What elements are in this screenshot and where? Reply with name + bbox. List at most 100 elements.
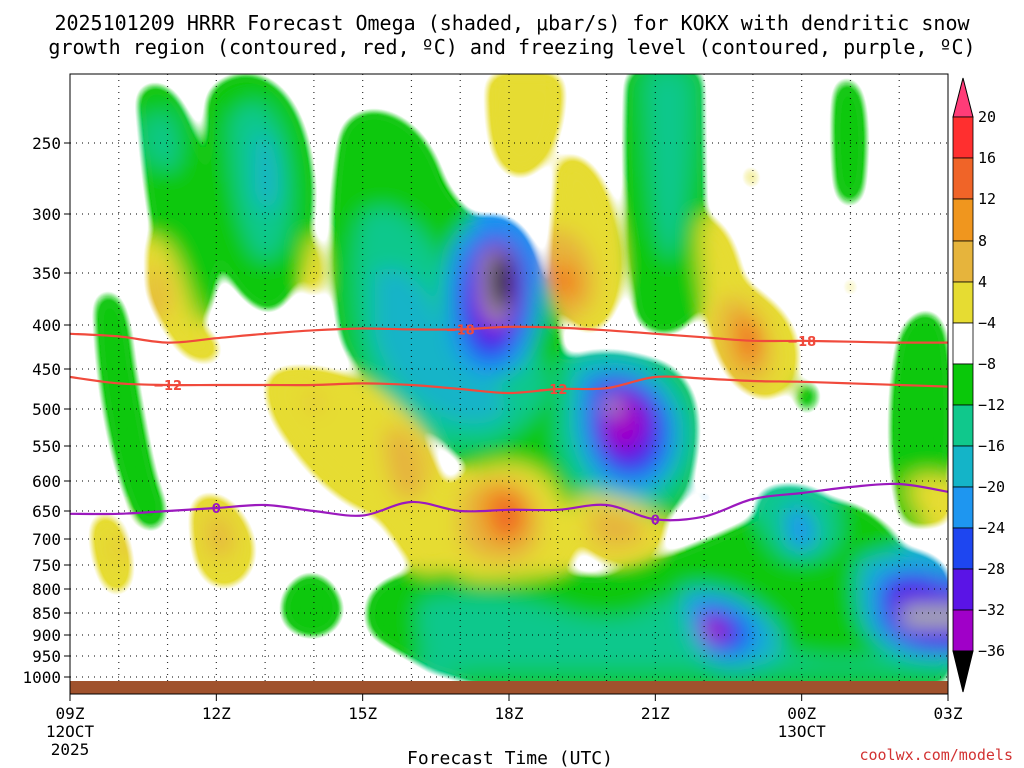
omega-region [285,576,340,634]
omega-region [418,594,948,670]
colorbar-segment [952,116,974,159]
colorbar-label: 4 [978,273,987,291]
colorbar-segment [952,445,974,488]
omega-region [208,514,232,558]
omega-region [742,323,758,355]
omega-region [845,273,857,301]
y-tick-label: 450 [32,360,61,379]
contour-label-dgz_upper: −18 [787,335,816,350]
colorbar-label: 8 [978,232,987,250]
y-axis: 250 300 350 400 450 500 550 600 650 700 750 800 850 9… [22,134,70,687]
omega-region [785,506,815,552]
omega-region [556,269,571,291]
omega-region [699,488,713,508]
y-tick-label: 950 [32,647,61,666]
watermark: coolwx.com/models [859,746,1013,764]
x-tick-date-label: 13OCT [778,722,827,741]
x-tick-label: 21Z [641,704,670,723]
y-tick-label: 750 [32,556,61,575]
omega-region [589,508,645,547]
x-axis-label: Forecast Time (UTC) [407,748,613,768]
y-tick-label: 300 [32,205,61,224]
omega-region [150,111,179,171]
omega-region [255,133,279,211]
colorbar-label: 12 [978,190,996,208]
omega-region [745,163,759,191]
y-tick-label: 800 [32,580,61,599]
contour-label-freezing_level: 0 [651,513,660,528]
ground-bar [70,681,948,694]
omega-region [155,264,171,317]
x-tick-label: 00Z [787,704,816,723]
omega-shading [94,74,948,682]
omega-region [94,514,129,594]
omega-region [893,313,948,526]
colorbar: 20 16 12 8 4 −4 −8 −12 −16 −20 −24 −28 −32 −36 [952,77,1005,693]
colorbar-segment [952,486,974,529]
omega-region [493,494,521,537]
colorbar-label: 16 [978,149,996,167]
contour-freezing_level [70,482,948,522]
y-tick-label: 400 [32,316,61,335]
y-tick-label: 500 [32,400,61,419]
omega-region [700,615,730,644]
x-tick-label: 03Z [934,704,963,723]
omega-region [902,605,948,628]
contour-label-dgz_upper: −18 [446,323,475,338]
colorbar-top-arrow [952,77,974,118]
omega-region [306,239,321,299]
y-tick-label: 1000 [22,668,61,687]
x-tick-label: 12Z [202,704,231,723]
y-tick-label: 900 [32,626,61,645]
omega-region [645,75,691,260]
omega-region [200,334,219,362]
colorbar-segment [952,198,974,242]
y-tick-label: 850 [32,604,61,623]
x-tick-year-label: 2025 [51,740,90,759]
omega-region [603,398,620,413]
omega-region [98,292,163,530]
contour-lines: −18 −18 −12 −12 0 0 [70,323,948,528]
contour-dgz_lower [70,375,948,395]
x-tick-label: 09Z [56,704,85,723]
colorbar-label: −8 [978,355,996,373]
colorbar-segment [952,240,974,283]
omega-region [835,78,864,207]
colorbar-label: −16 [978,437,1005,455]
omega-region [114,539,124,559]
y-tick-label: 350 [32,264,61,283]
y-tick-label: 650 [32,502,61,521]
y-tick-label: 550 [32,437,61,456]
colorbar-segment [952,157,974,200]
colorbar-label: −32 [978,601,1005,619]
plot-area: −18 −18 −12 −12 0 0 [70,74,948,694]
colorbar-bottom-arrow [952,650,974,693]
colorbar-segment [952,527,974,570]
y-tick-label: 250 [32,134,61,153]
contour-dgz_upper [70,325,948,344]
x-tick-label: 15Z [348,704,377,723]
x-tick-date-label: 12OCT [46,722,95,741]
colorbar-label: −24 [978,519,1005,537]
colorbar-label: −20 [978,478,1005,496]
omega-region [490,254,513,312]
x-tick-label: 18Z [495,704,524,723]
colorbar-label: 20 [978,108,996,126]
y-tick-label: 700 [32,530,61,549]
colorbar-label: −12 [978,396,1005,414]
colorbar-segment [952,568,974,611]
omega-region [268,370,453,573]
contour-label-dgz_lower: −12 [153,379,182,394]
contour-label-dgz_lower: −12 [538,383,567,398]
omega-region [309,394,320,411]
grid-lines [70,74,948,681]
colorbar-label: −4 [978,314,996,332]
colorbar-segment [952,609,974,652]
colorbar-segment [952,322,974,365]
colorbar-label: −36 [978,642,1005,660]
colorbar-segment [952,281,974,324]
contour-label-freezing_level: 0 [212,502,221,517]
colorbar-segment [952,404,974,447]
